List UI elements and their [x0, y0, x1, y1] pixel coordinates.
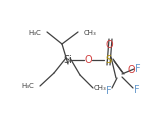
Text: H₃C: H₃C	[28, 30, 41, 36]
Text: O: O	[105, 40, 113, 50]
Text: CH₃: CH₃	[94, 85, 106, 91]
Text: S: S	[105, 55, 111, 65]
Text: F: F	[134, 85, 140, 95]
Text: F: F	[106, 86, 112, 96]
Text: O: O	[127, 65, 135, 75]
Text: O: O	[84, 55, 92, 65]
Text: H₃C: H₃C	[21, 83, 34, 89]
Text: F: F	[135, 64, 141, 74]
Text: Si: Si	[64, 55, 72, 65]
Text: CH₃: CH₃	[84, 30, 97, 36]
